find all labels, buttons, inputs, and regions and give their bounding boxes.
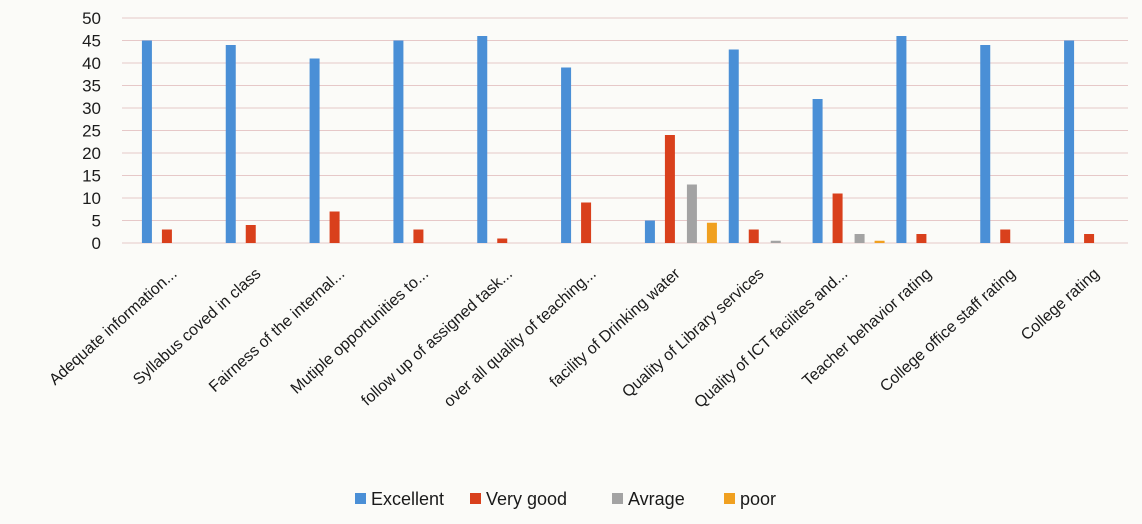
y-tick-label: 5 [92, 212, 101, 231]
bar-very-good [329, 211, 340, 243]
gridlines [122, 17, 1128, 244]
bar-very-good [748, 229, 759, 243]
bar-excellent [896, 36, 907, 243]
bar-very-good [413, 229, 424, 243]
bar-very-good [245, 225, 256, 243]
legend-label: Very good [486, 489, 567, 509]
y-tick-label: 40 [82, 54, 101, 73]
y-tick-label: 35 [82, 77, 101, 96]
y-tick-label: 45 [82, 32, 101, 51]
legend-swatch [355, 493, 366, 504]
category-label: Quality of ICT facilites and... [691, 265, 851, 411]
y-tick-label: 25 [82, 122, 101, 141]
category-label: follow up of assigned task... [358, 265, 515, 409]
legend-swatch [470, 493, 481, 504]
bars [141, 36, 1095, 243]
y-tick-label: 10 [82, 189, 101, 208]
y-tick-label: 15 [82, 167, 101, 186]
y-tick-label: 20 [82, 144, 101, 163]
y-axis-ticks: 0 5 10 15 20 25 30 35 40 45 50 [82, 9, 101, 253]
bar-very-good [497, 238, 508, 243]
category-label: Fairness of the internal... [206, 265, 348, 395]
bar-excellent [728, 49, 739, 243]
bar-very-good [581, 202, 592, 243]
bar-excellent [141, 40, 152, 243]
bar-poor [874, 240, 885, 243]
bar-very-good [161, 229, 172, 243]
bar-very-good [1084, 234, 1095, 243]
bar-excellent [812, 99, 823, 243]
legend-label: poor [740, 489, 776, 509]
category-label: Quality of Library services [619, 265, 767, 401]
bar-excellent [561, 67, 572, 243]
bar-very-good [832, 193, 843, 243]
bar-avrage [854, 234, 865, 243]
y-tick-label: 30 [82, 99, 101, 118]
bar-excellent [1064, 40, 1075, 243]
bar-excellent [477, 36, 488, 243]
bar-excellent [225, 45, 236, 243]
bar-avrage [686, 184, 697, 243]
bar-excellent [309, 58, 320, 243]
bar-excellent [644, 220, 655, 243]
bar-very-good [664, 135, 675, 243]
bar-poor [706, 222, 717, 243]
category-label: Mutiple opportunities to... [288, 265, 432, 397]
y-tick-label: 0 [92, 234, 101, 253]
category-label: College rating [1018, 265, 1103, 344]
legend-swatch [724, 493, 735, 504]
bar-excellent [393, 40, 404, 243]
legend: Excellent Very good Avrage poor [355, 489, 776, 509]
legend-label: Excellent [371, 489, 444, 509]
bar-avrage [770, 240, 781, 243]
bar-very-good [916, 234, 927, 243]
legend-swatch [612, 493, 623, 504]
category-label: over all quality of teaching... [441, 265, 600, 410]
x-axis-labels: Adequate information...Syllabus coved in… [46, 265, 1102, 412]
bar-excellent [980, 45, 991, 243]
legend-label: Avrage [628, 489, 685, 509]
y-tick-label: 50 [82, 9, 101, 28]
bar-very-good [1000, 229, 1011, 243]
category-label: College office staff rating [877, 265, 1019, 395]
